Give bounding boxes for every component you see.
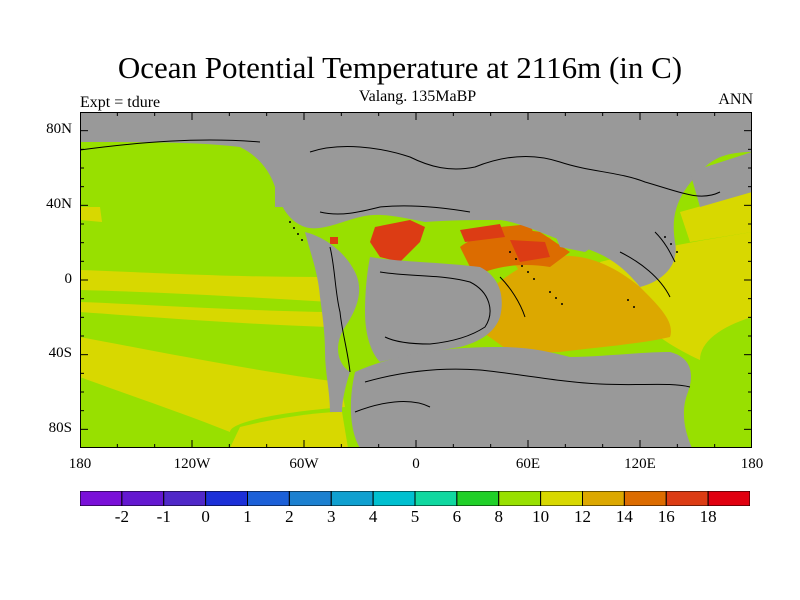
- legend-label: 12: [574, 507, 591, 526]
- legend-swatch: [330, 491, 374, 506]
- lon-label-60w: 60W: [289, 456, 319, 472]
- lon-label-60e: 60E: [515, 456, 541, 472]
- legend-swatch: [80, 491, 123, 506]
- temperature-map: [80, 112, 752, 448]
- color-legend-bar: [80, 491, 750, 506]
- legend-swatch: [456, 491, 500, 506]
- lat-label-0: 0: [64, 271, 73, 287]
- legend-swatch: [205, 491, 248, 506]
- legend-label: 0: [201, 507, 210, 526]
- legend-label: 2: [285, 507, 294, 526]
- legend-swatch: [163, 491, 207, 506]
- legend-swatch: [121, 491, 165, 506]
- season-label: ANN: [718, 91, 753, 108]
- legend-swatch: [540, 491, 583, 506]
- legend-swatch: [414, 491, 458, 506]
- legend-label: -2: [114, 507, 129, 526]
- legend-label: 4: [368, 507, 378, 526]
- legend-label: 14: [615, 507, 633, 526]
- legend-swatch: [582, 491, 625, 506]
- legend-swatch: [707, 491, 750, 506]
- experiment-label: Expt = tdure: [80, 94, 161, 111]
- legend-label: 8: [494, 507, 504, 526]
- legend-label: 6: [452, 507, 462, 526]
- legend-label: 1: [243, 507, 252, 526]
- legend-label: 10: [532, 507, 550, 526]
- lat-label-40n: 40N: [46, 196, 72, 212]
- legend-swatch: [372, 491, 416, 506]
- legend-swatch: [623, 491, 667, 506]
- legend-label: 3: [327, 507, 336, 526]
- lon-label-0: 0: [412, 456, 420, 472]
- legend-label: 16: [657, 507, 675, 526]
- lon-label-180w: 180: [68, 456, 92, 472]
- legend-label: 18: [699, 507, 717, 526]
- temp-band-16-18: [330, 220, 550, 262]
- lon-label-180e: 180: [740, 456, 764, 472]
- lon-label-120e: 120E: [624, 456, 656, 472]
- chart-title: Ocean Potential Temperature at 2116m (in…: [117, 50, 683, 85]
- lon-label-120w: 120W: [173, 456, 211, 472]
- legend-swatch: [288, 491, 332, 506]
- legend-label: 5: [410, 507, 420, 526]
- legend-label: -1: [156, 507, 171, 526]
- axis-ticks: [80, 112, 752, 448]
- lat-label-80s: 80S: [48, 420, 72, 436]
- legend-swatch: [247, 491, 290, 506]
- legend-swatch: [498, 491, 542, 506]
- legend-swatch: [665, 491, 709, 506]
- lat-label-40s: 40S: [48, 345, 72, 361]
- island-dots: [289, 221, 678, 308]
- lat-label-80n: 80N: [46, 121, 72, 137]
- coastlines: [80, 139, 721, 413]
- chart-subtitle: Valang. 135MaBP: [358, 88, 477, 105]
